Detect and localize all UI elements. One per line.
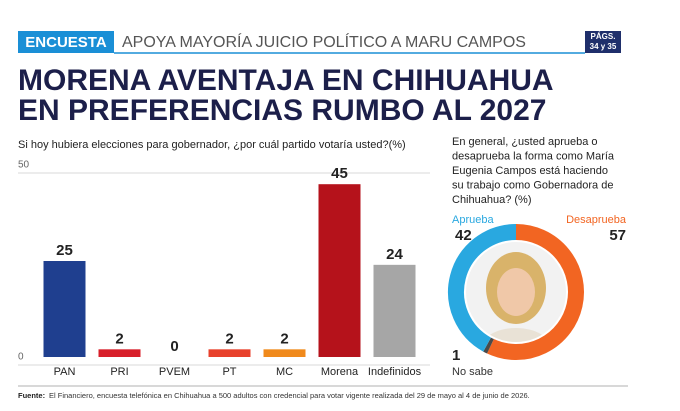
footer-text: El Financiero, encuesta telefónica en Ch… — [49, 391, 530, 400]
title-line: Chihuahua? (%) — [452, 194, 532, 206]
title-line: Eugenia Campos está haciendo — [452, 165, 608, 177]
donut-category: No sabe — [452, 366, 493, 378]
value-label: 24 — [386, 246, 403, 263]
value-label: 45 — [331, 165, 348, 182]
value-label: 2 — [280, 330, 288, 347]
bar — [318, 184, 361, 357]
x-tick-label: Morena — [321, 366, 359, 378]
x-tick-label: PAN — [54, 366, 76, 378]
x-tick-label: PVEM — [159, 366, 190, 378]
value-label: 25 — [56, 242, 73, 259]
donut-title: En general, ¿usted aprueba o desaprueba l… — [452, 136, 615, 206]
donut-value: 42 — [455, 227, 472, 244]
donut-segment — [487, 224, 584, 360]
title-line: En general, ¿usted aprueba o — [452, 136, 598, 148]
tag-box — [18, 31, 114, 53]
pages: 34 y 35 — [590, 42, 617, 51]
bar — [208, 349, 251, 357]
donut-category: Aprueba — [452, 214, 494, 226]
donut-segment — [448, 224, 517, 352]
donut-value: 1 — [452, 347, 460, 364]
donut-value: 57 — [609, 227, 626, 244]
y-tick-label: 0 — [18, 352, 24, 363]
x-tick-label: PRI — [110, 366, 128, 378]
bar — [263, 349, 306, 357]
bar — [43, 261, 86, 357]
value-label: 2 — [225, 330, 233, 347]
title-line: desaprueba la forma como María — [452, 150, 615, 162]
headline: EN PREFERENCIAS RUMBO AL 2027 — [18, 94, 546, 127]
headline: MORENA AVENTAJA EN CHIHUAHUA — [18, 64, 554, 97]
title-line: su trabajo como Gobernadora de — [452, 179, 613, 191]
kicker: APOYA MAYORÍA JUICIO POLÍTICO A MARU CAM… — [122, 32, 526, 51]
bar — [373, 264, 416, 357]
tag: ENCUESTA — [25, 34, 107, 51]
bar-title: Si hoy hubiera elecciones para gobernado… — [18, 139, 406, 151]
donut-category: Desaprueba — [566, 214, 627, 226]
y-tick-label: 50 — [18, 160, 30, 171]
pages: PÁGS. — [591, 32, 616, 41]
x-tick-label: MC — [276, 366, 293, 378]
x-tick-label: PT — [222, 366, 236, 378]
value-label: 0 — [170, 338, 178, 355]
x-tick-label: Indefinidos — [368, 366, 422, 378]
value-label: 2 — [115, 330, 123, 347]
footer-label: Fuente: — [18, 391, 45, 400]
pages-box — [585, 31, 621, 53]
bar — [98, 349, 141, 357]
donut-segment — [483, 337, 494, 354]
